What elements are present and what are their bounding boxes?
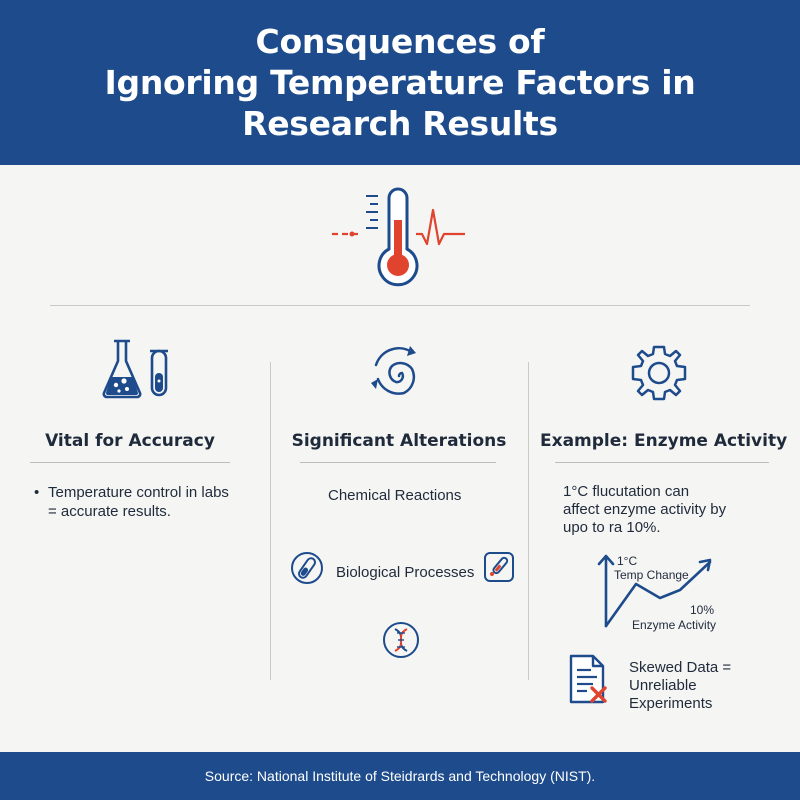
page-title-line-3: Research Results <box>242 104 558 143</box>
header-banner: Consquences of Ignoring Temperature Fact… <box>0 0 800 165</box>
document-error-icon <box>569 654 607 704</box>
graph-label-enzyme-value: 10% <box>690 603 715 617</box>
skewed-data-line-3: Experiments <box>629 695 713 712</box>
page-title-line-2: Ignoring Temperature Factors in <box>104 63 696 102</box>
flask-test-tube-icon <box>102 339 168 399</box>
column-divider-1 <box>270 362 271 680</box>
test-tube-circle-icon <box>291 552 323 584</box>
column-title-enzyme: Example: Enzyme Activity <box>540 431 788 451</box>
accuracy-bullet-line-2: = accurate results. <box>48 503 171 520</box>
graph-label-temp-value: 1°C <box>617 554 638 568</box>
column-title-underline <box>555 462 769 463</box>
spiral-cycle-icon <box>371 346 416 395</box>
source-citation: Source: National Institute of Steidrards… <box>204 768 596 784</box>
column-title-alterations: Significant Alterations <box>291 431 507 451</box>
section-divider <box>50 305 750 306</box>
column-divider-2 <box>528 362 529 680</box>
page-title-line-1: Consquences of <box>255 22 545 61</box>
dna-circle-icon <box>383 622 419 658</box>
chemical-reactions-label: Chemical Reactions <box>328 487 462 504</box>
accuracy-bullet-line-1: Temperature control in labs <box>48 484 229 501</box>
column-title-underline <box>30 462 230 463</box>
bullet-marker: • <box>34 484 40 501</box>
enzyme-desc-line-1: 1°C flucutation can <box>563 483 690 500</box>
column-title-accuracy: Vital for Accuracy <box>45 431 215 451</box>
enzyme-desc-line-2: affect enzyme activity by <box>563 501 727 518</box>
graph-label-enzyme-text: Enzyme Activity <box>632 618 717 632</box>
pipette-square-icon <box>484 552 514 582</box>
graph-label-temp-text: Temp Change <box>614 568 689 582</box>
skewed-data-line-1: Skewed Data = <box>629 659 732 676</box>
trend-graph-icon <box>597 554 712 628</box>
enzyme-desc-line-3: upo to ra 10%. <box>563 519 661 536</box>
footer-banner: Source: National Institute of Steidrards… <box>0 752 800 800</box>
thermometer-heartbeat-icon <box>332 187 465 287</box>
biological-processes-label: Biological Processes <box>336 564 475 581</box>
gear-icon <box>631 345 687 401</box>
skewed-data-line-2: Unreliable <box>629 677 697 694</box>
column-title-underline <box>300 462 496 463</box>
